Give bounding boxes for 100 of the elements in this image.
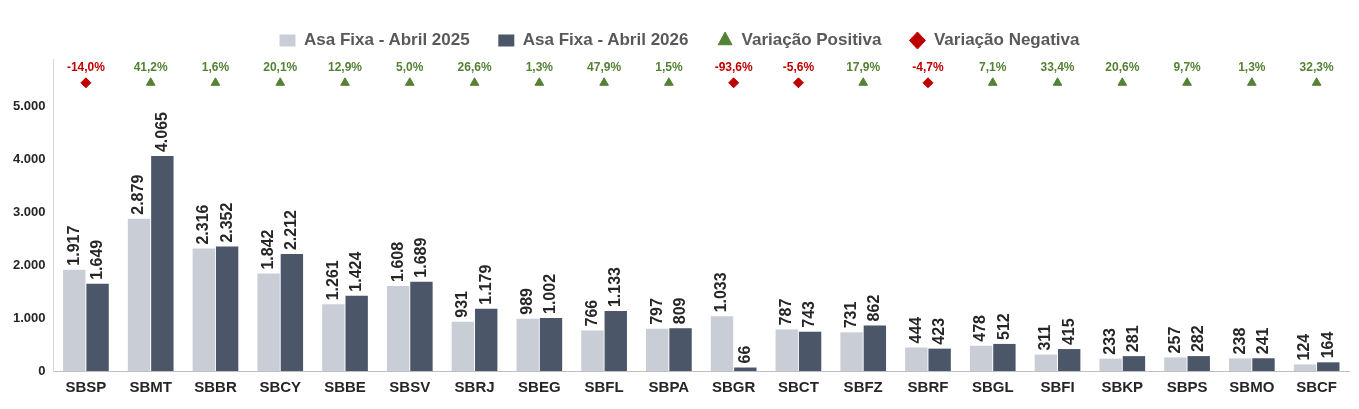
x-tick-label: SBPA — [648, 378, 690, 396]
annotation: -93,6% — [714, 60, 753, 75]
data-label: 257 — [1165, 326, 1183, 354]
bar — [604, 311, 627, 371]
x-tick-label: SBFI — [1040, 378, 1075, 396]
bar — [280, 254, 304, 371]
bar — [993, 343, 1016, 371]
bar — [1252, 358, 1275, 371]
bar — [1122, 356, 1146, 371]
data-label: 4.065 — [152, 111, 170, 153]
bar — [410, 281, 433, 371]
data-label: 743 — [800, 300, 818, 328]
annotation: 47,9% — [587, 60, 622, 75]
data-label: 241 — [1253, 327, 1271, 355]
x-tick-label: SBFL — [584, 378, 624, 396]
bar — [1228, 358, 1252, 371]
x-tick-label: SBCF — [1296, 378, 1338, 396]
annotation: 1,3% — [1238, 60, 1266, 75]
bar — [151, 156, 174, 371]
annotation: 5,0% — [396, 60, 424, 75]
bar — [775, 329, 798, 371]
bar — [969, 345, 993, 371]
annotation: 41,2% — [133, 60, 169, 75]
data-label: 512 — [994, 313, 1012, 340]
y-tick-label: 5.000 — [12, 98, 46, 114]
annotation: -4,7% — [912, 60, 944, 75]
bar — [798, 331, 822, 371]
bar — [386, 285, 410, 371]
data-label: 444 — [906, 316, 924, 344]
x-tick-label: SBMO — [1229, 378, 1275, 396]
annotation: 20,6% — [1105, 60, 1140, 75]
data-label: 1.608 — [388, 241, 406, 282]
bar — [1187, 356, 1210, 371]
data-label: 1.917 — [64, 225, 82, 266]
data-label: 1.424 — [347, 251, 365, 292]
data-label: 238 — [1230, 327, 1248, 355]
annotation: 17,9% — [846, 60, 881, 75]
y-tick-label: 2.000 — [12, 256, 46, 272]
bar — [215, 246, 239, 371]
y-tick-label: 3.000 — [12, 203, 46, 219]
data-label: 282 — [1189, 325, 1207, 353]
annotation: 1,6% — [201, 60, 230, 75]
data-label: 423 — [930, 317, 948, 345]
x-tick-label: SBRJ — [454, 378, 495, 396]
annotation: 20,1% — [263, 60, 298, 75]
data-label: 66 — [735, 345, 753, 364]
annotation: -5,6% — [782, 60, 815, 75]
x-tick-label: SBSV — [389, 378, 431, 396]
data-label: 766 — [582, 299, 600, 327]
legend-label: Variação Negativa — [933, 30, 1081, 50]
bar — [669, 328, 692, 371]
legend-label: Variação Positiva — [741, 30, 883, 50]
data-label: 862 — [865, 294, 883, 322]
x-tick-label: SBBE — [324, 378, 366, 396]
x-tick-label: SBKP — [1101, 378, 1144, 396]
data-label: 1.179 — [476, 264, 494, 305]
data-label: 1.649 — [87, 239, 105, 280]
annotation: 1,3% — [525, 60, 554, 75]
bar — [475, 308, 498, 371]
data-label: 731 — [841, 301, 859, 329]
bar — [192, 248, 215, 371]
annotation: 32,3% — [1299, 60, 1334, 75]
data-label: 931 — [453, 290, 471, 318]
data-label: 787 — [777, 298, 795, 326]
data-label: 2.352 — [217, 202, 235, 243]
data-label: 415 — [1059, 318, 1077, 346]
bar — [451, 321, 475, 371]
bar — [1317, 362, 1340, 371]
bar — [1099, 358, 1122, 371]
data-label: 1.689 — [411, 237, 429, 278]
bar — [86, 283, 109, 371]
x-tick-label: SBEG — [518, 378, 561, 396]
y-tick-label: 1.000 — [12, 309, 46, 325]
bar — [539, 318, 563, 371]
x-tick-label: SBRF — [907, 378, 949, 396]
bar — [710, 316, 734, 371]
data-label: 233 — [1101, 327, 1119, 355]
bar — [581, 330, 604, 371]
y-tick-label: 4.000 — [12, 151, 46, 167]
data-label: 2.212 — [282, 209, 300, 251]
bar — [1034, 354, 1058, 371]
annotation: -14,0% — [66, 60, 106, 75]
x-tick-label: SBBR — [194, 378, 237, 396]
data-label: 1.133 — [606, 266, 624, 308]
y-tick-label: 0 — [38, 362, 46, 378]
x-tick-label: SBGR — [711, 378, 756, 396]
data-label: 989 — [518, 287, 536, 315]
bar — [322, 304, 345, 371]
bar — [905, 347, 928, 371]
data-label: 164 — [1318, 331, 1336, 359]
bar — [1057, 349, 1081, 371]
bar — [646, 328, 669, 371]
bar — [928, 348, 951, 371]
data-label: 1.033 — [712, 272, 730, 313]
legend-label: Asa Fixa - Abril 2026 — [522, 30, 689, 50]
bar — [257, 273, 280, 371]
data-label: 797 — [647, 298, 665, 325]
bar — [63, 269, 86, 371]
data-label: 2.879 — [129, 174, 147, 215]
x-tick-label: SBPS — [1166, 378, 1208, 396]
